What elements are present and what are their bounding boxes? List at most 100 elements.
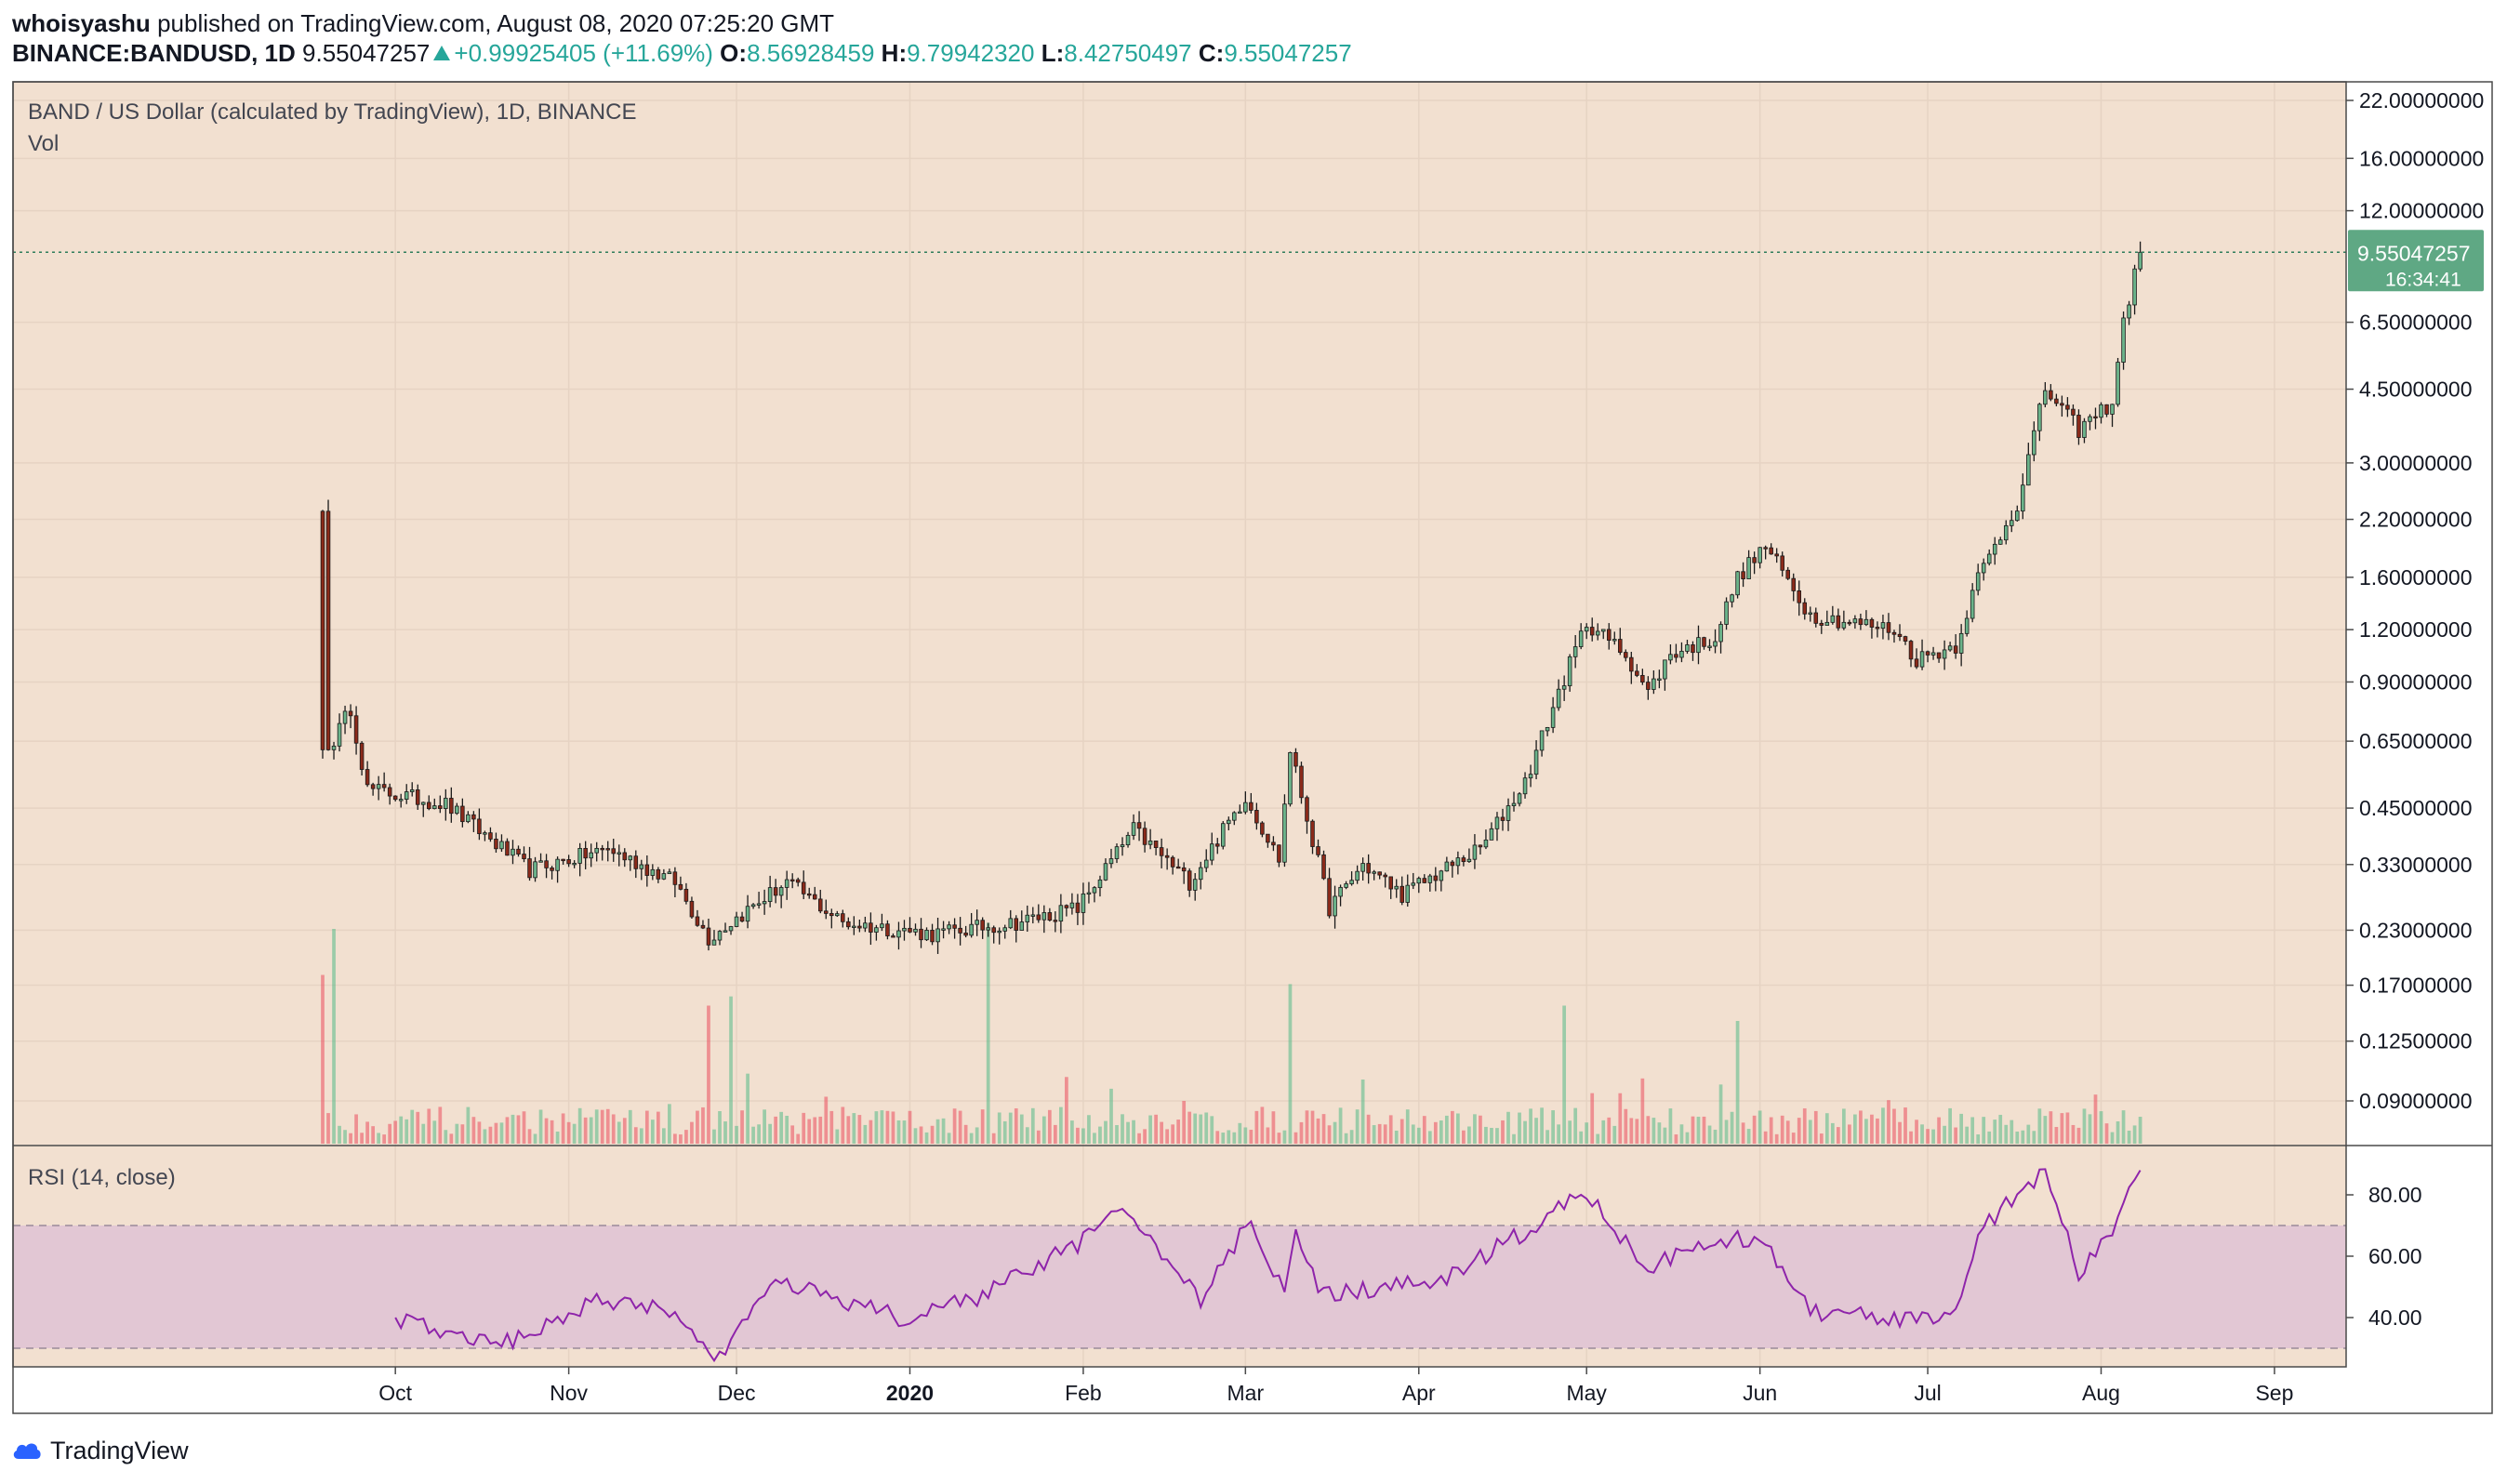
published-text: published on TradingView.com, August 08,… bbox=[157, 9, 835, 37]
candle bbox=[1466, 848, 1472, 863]
volume-bars bbox=[321, 922, 2142, 1144]
candle bbox=[817, 889, 823, 914]
volume-bar bbox=[1841, 1108, 1846, 1144]
candle-body bbox=[1500, 816, 1506, 821]
volume-bar bbox=[1305, 1110, 1309, 1144]
candle-body bbox=[869, 922, 873, 933]
volume-bar bbox=[701, 1106, 705, 1144]
volume-bar bbox=[729, 996, 733, 1144]
volume-bar bbox=[1433, 1121, 1438, 1144]
tradingview-logo[interactable]: TradingView bbox=[11, 1432, 189, 1469]
candle bbox=[801, 870, 806, 900]
volume-bar bbox=[1126, 1121, 1130, 1144]
price-tick-label: 16.00000000 bbox=[2359, 146, 2484, 170]
volume-bar bbox=[813, 1117, 817, 1144]
volume-bar bbox=[2110, 1132, 2115, 1144]
candle-body bbox=[1489, 828, 1494, 841]
volume-bar bbox=[444, 1130, 448, 1144]
candle-body bbox=[1455, 857, 1461, 867]
volume-bar bbox=[382, 1134, 387, 1144]
candle bbox=[656, 867, 661, 883]
candle bbox=[1120, 837, 1125, 856]
author-name[interactable]: whoisyashu bbox=[12, 9, 151, 37]
candle-body bbox=[1533, 749, 1539, 775]
price-axis[interactable]: 22.00000000 16.00000000 12.00000000 6.50000… bbox=[2346, 88, 2484, 1113]
candle-body bbox=[1282, 803, 1287, 863]
candle-body bbox=[2060, 403, 2064, 406]
candle bbox=[471, 811, 476, 832]
candle-body bbox=[449, 798, 454, 815]
volume-bar bbox=[326, 1113, 330, 1144]
candle-body bbox=[1724, 601, 1729, 625]
volume-bar bbox=[1327, 1125, 1332, 1144]
volume-bar bbox=[466, 1106, 471, 1144]
volume-bar bbox=[2071, 1124, 2076, 1144]
volume-bar bbox=[1076, 1127, 1080, 1144]
candle-body bbox=[342, 710, 348, 724]
candle bbox=[1136, 811, 1142, 841]
volume-bar bbox=[924, 1132, 929, 1144]
candle-body bbox=[1903, 636, 1908, 642]
candle bbox=[1869, 617, 1875, 639]
candle-body bbox=[1964, 617, 1970, 634]
volume-bar bbox=[343, 1130, 347, 1144]
volume-bar bbox=[1473, 1114, 1477, 1144]
candle bbox=[1249, 792, 1254, 814]
candle-body bbox=[1741, 571, 1745, 579]
up-triangle-icon bbox=[433, 46, 451, 61]
time-tick-label: Apr bbox=[1402, 1381, 1436, 1405]
candle-body bbox=[734, 916, 739, 927]
candle bbox=[1170, 855, 1175, 875]
candle bbox=[1383, 872, 1387, 888]
price-pane[interactable] bbox=[13, 82, 2346, 1146]
candle bbox=[1511, 791, 1517, 812]
candle bbox=[1981, 558, 1986, 581]
volume-bar bbox=[1495, 1128, 1499, 1144]
candle bbox=[1377, 871, 1382, 880]
candle-body bbox=[550, 867, 554, 871]
volume-bar bbox=[1640, 1078, 1645, 1144]
candle bbox=[1808, 606, 1813, 622]
rsi-axis[interactable]: 80.00 60.00 40.00 bbox=[2346, 1183, 2422, 1330]
candle bbox=[1422, 874, 1427, 884]
candle-body bbox=[728, 926, 734, 932]
candle-body bbox=[2043, 390, 2048, 405]
candle bbox=[812, 886, 817, 900]
volume-bar bbox=[1143, 1129, 1147, 1144]
volume-bar bbox=[2076, 1127, 2081, 1144]
candle bbox=[924, 927, 929, 942]
volume-bar bbox=[1518, 1112, 1521, 1144]
candle bbox=[1008, 909, 1014, 930]
volume-bar bbox=[1030, 1107, 1035, 1144]
candle bbox=[762, 889, 767, 915]
time-tick-label: Oct bbox=[378, 1381, 412, 1405]
brand-name: TradingView bbox=[50, 1437, 189, 1464]
candle bbox=[784, 870, 789, 900]
volume-bar bbox=[1848, 1124, 1851, 1144]
candle bbox=[392, 795, 398, 802]
volume-bar bbox=[1439, 1120, 1443, 1144]
candle-body bbox=[365, 769, 370, 786]
candle-body bbox=[1243, 802, 1248, 813]
volume-bar bbox=[863, 1124, 868, 1144]
volume-bar bbox=[360, 1133, 364, 1144]
candle-body bbox=[991, 927, 996, 934]
candle bbox=[1478, 844, 1483, 855]
time-axis[interactable]: Oct Nov Dec 2020 Feb Mar Apr May Jun Jul Aug Sep bbox=[378, 1367, 2293, 1405]
candle-body bbox=[1372, 871, 1376, 874]
candle-body bbox=[628, 855, 633, 861]
volume-bar bbox=[891, 1111, 895, 1144]
volume-bar bbox=[516, 1115, 521, 1144]
candle bbox=[460, 798, 465, 828]
volume-bar bbox=[2116, 1120, 2120, 1144]
candle bbox=[2121, 311, 2126, 370]
volume-bar bbox=[2060, 1113, 2064, 1144]
candle-body bbox=[1344, 883, 1348, 888]
candle bbox=[986, 922, 990, 937]
candle-body bbox=[2010, 520, 2014, 526]
price-tick-label: 1.20000000 bbox=[2359, 617, 2473, 642]
candle-body bbox=[997, 930, 1001, 934]
volume-bar bbox=[1260, 1106, 1265, 1144]
candle bbox=[773, 879, 778, 904]
